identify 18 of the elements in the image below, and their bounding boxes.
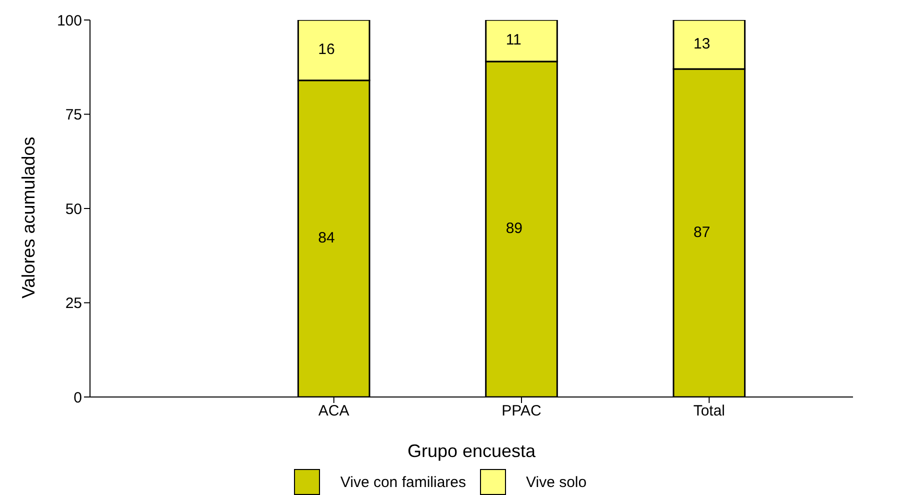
legend-label: Vive solo xyxy=(526,474,587,490)
x-tick-label: PPAC xyxy=(502,402,542,420)
data-label: 87 xyxy=(694,224,710,241)
data-label: 16 xyxy=(318,41,335,58)
data-label: 11 xyxy=(506,32,522,49)
y-tick-label: 25 xyxy=(65,295,82,312)
legend-label: Vive con familiares xyxy=(340,474,466,490)
y-tick-label: 0 xyxy=(74,389,82,406)
y-axis-title: Valores acumulados xyxy=(18,136,38,298)
x-axis-title: Grupo encuesta xyxy=(407,441,537,461)
x-tick-label: ACA xyxy=(318,402,350,420)
y-tick-label: 100 xyxy=(56,12,82,30)
data-label: 84 xyxy=(318,230,335,247)
x-tick-label: Total xyxy=(693,402,726,420)
y-tick-label: 75 xyxy=(65,106,82,124)
data-label: 13 xyxy=(694,35,710,52)
data-label: 89 xyxy=(506,220,523,238)
y-tick-label: 50 xyxy=(65,200,82,218)
